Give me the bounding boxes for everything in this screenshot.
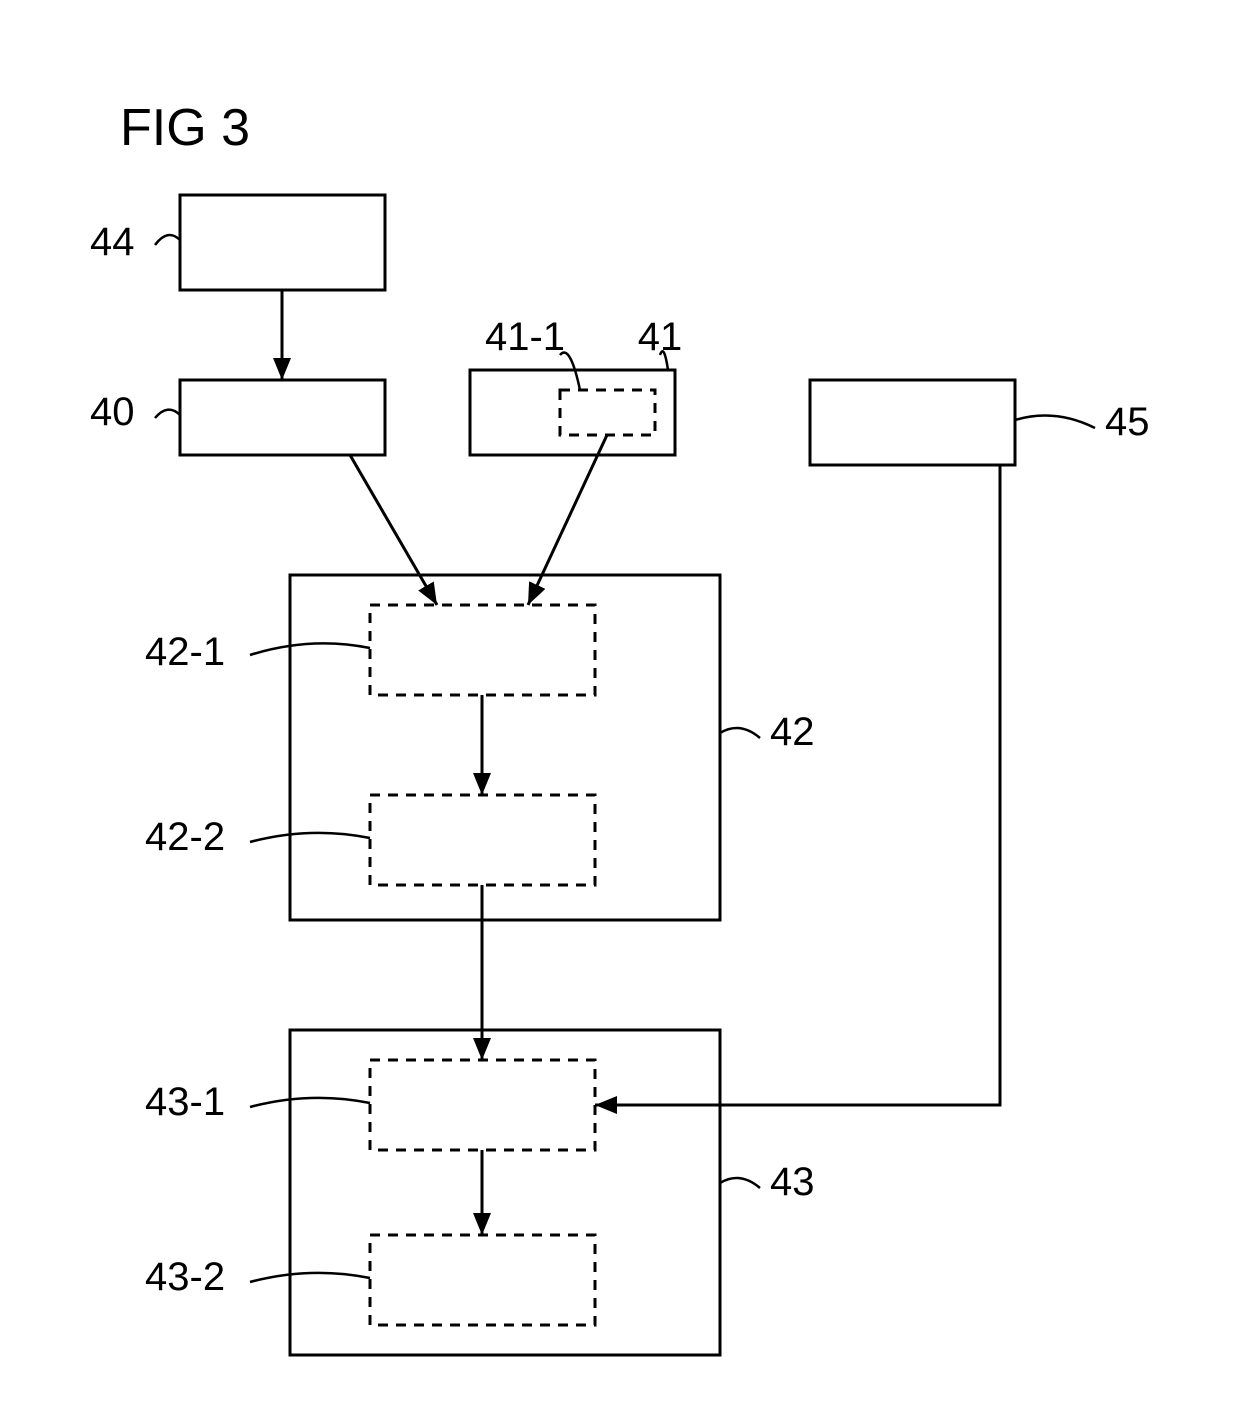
leader-l42_1: [250, 643, 370, 655]
leader-l42: [720, 728, 760, 738]
block-b42_2: [370, 795, 595, 885]
block-b44: [180, 195, 385, 290]
block-b45: [810, 380, 1015, 465]
label-l40: 40: [90, 390, 135, 434]
label-l43_2: 43-2: [145, 1255, 225, 1299]
label-l41_1: 41-1: [485, 315, 565, 359]
label-l44: 44: [90, 220, 135, 264]
block-b43: [290, 1030, 720, 1355]
label-l43: 43: [770, 1160, 815, 1204]
leader-l40: [155, 410, 180, 418]
leader-l44: [155, 235, 180, 245]
block-b40: [180, 380, 385, 455]
arrow-a411_421: [528, 435, 607, 605]
figure-title: FIG 3: [120, 99, 250, 157]
block-b41_1: [560, 390, 655, 435]
leader-l43_2: [250, 1273, 370, 1282]
block-b43_1: [370, 1060, 595, 1150]
leader-l42_2: [250, 833, 370, 842]
arrow-a45_431: [595, 465, 1000, 1105]
block-b43_2: [370, 1235, 595, 1325]
label-l45: 45: [1105, 400, 1150, 444]
arrow-a40_421: [350, 455, 437, 605]
block-b42_1: [370, 605, 595, 695]
label-l42_2: 42-2: [145, 815, 225, 859]
block-b41: [470, 370, 675, 455]
label-l42: 42: [770, 710, 815, 754]
label-l42_1: 42-1: [145, 630, 225, 674]
leader-l45: [1015, 416, 1095, 429]
label-l43_1: 43-1: [145, 1080, 225, 1124]
leader-l43: [720, 1178, 760, 1188]
label-l41: 41: [638, 315, 683, 359]
leader-l43_1: [250, 1098, 370, 1107]
block-b42: [290, 575, 720, 920]
